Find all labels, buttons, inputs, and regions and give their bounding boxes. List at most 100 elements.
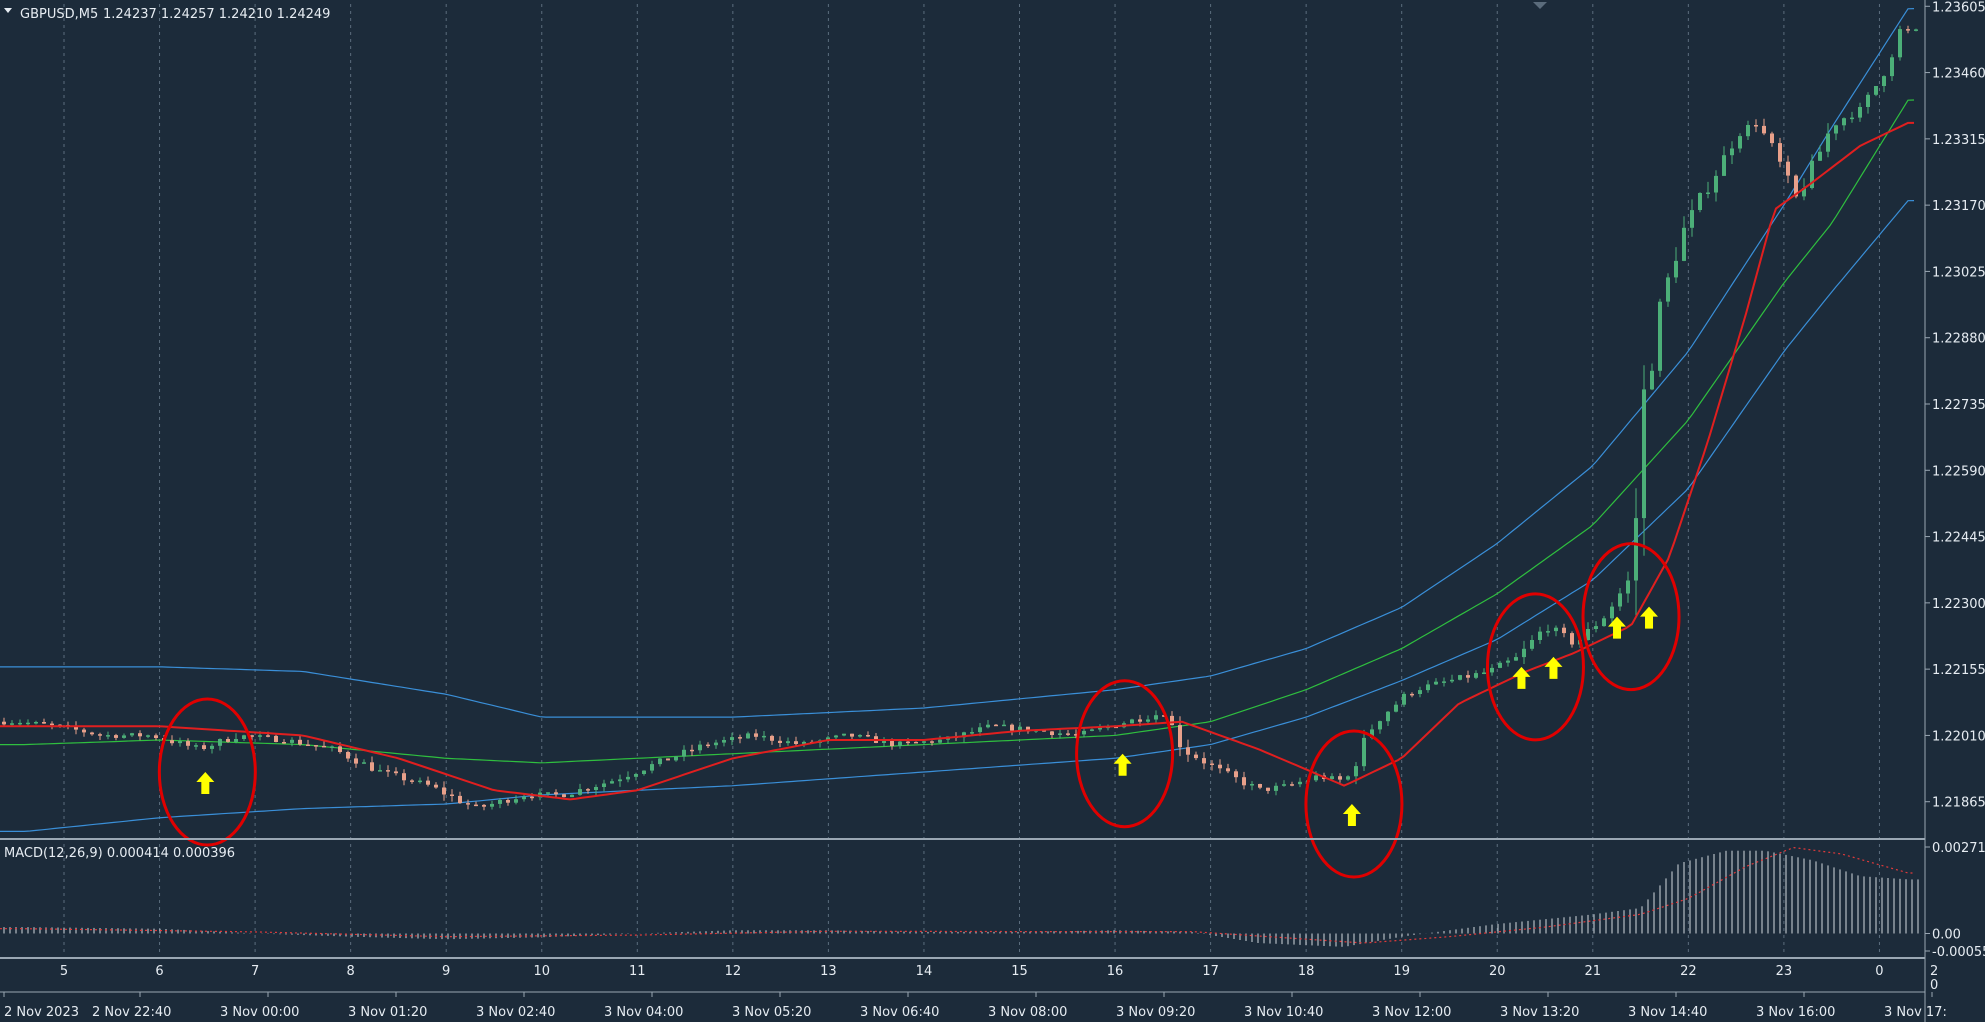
bear-candle — [1066, 733, 1070, 735]
time-tick-label: 3 Nov 02:40 — [476, 1005, 555, 1020]
upper-envelope-line — [0, 8, 1915, 718]
price-tick-label: 1.23170 — [1932, 199, 1985, 214]
time-tick-label: 3 Nov 14:40 — [1628, 1005, 1707, 1020]
bull-candle — [1098, 727, 1102, 730]
collapse-triangle-icon[interactable] — [4, 8, 12, 13]
bear-candle — [98, 734, 102, 736]
signal-circle — [1581, 542, 1681, 692]
bull-candle — [1274, 785, 1278, 791]
hour-tick-label: 18 — [1298, 964, 1315, 979]
bull-candle — [1546, 631, 1550, 633]
bull-candle — [1426, 684, 1430, 691]
bull-candle — [546, 792, 550, 794]
bull-candle — [1474, 673, 1478, 678]
bull-candle — [1882, 76, 1886, 86]
bull-candle — [898, 741, 902, 746]
bull-candle — [1682, 227, 1686, 261]
bear-candle — [186, 741, 190, 746]
bear-candle — [322, 745, 326, 748]
bear-candle — [1258, 784, 1262, 788]
bull-candle — [1146, 719, 1150, 722]
bull-candle — [1642, 389, 1646, 519]
bear-candle — [690, 749, 694, 752]
bear-candle — [434, 784, 438, 788]
hour-tick-label: 13 — [820, 964, 837, 979]
bear-candle — [1234, 771, 1238, 778]
hour-tick-label: 8 — [347, 964, 355, 979]
up-arrow-icon — [1640, 606, 1659, 629]
bull-candle — [1730, 148, 1734, 156]
bear-candle — [1410, 693, 1414, 696]
bear-candle — [1202, 758, 1206, 764]
bear-candle — [1210, 763, 1214, 765]
bull-candle — [418, 780, 422, 783]
bull-candle — [1554, 627, 1558, 632]
bull-candle — [618, 779, 622, 782]
up-arrow-icon — [196, 772, 215, 794]
bear-candle — [994, 724, 998, 727]
bear-candle — [170, 740, 174, 744]
signal-markers — [157, 542, 1681, 879]
bear-candle — [1226, 768, 1230, 772]
bear-candle — [250, 735, 254, 737]
shift-marker-icon[interactable] — [1533, 2, 1547, 9]
bear-candle — [770, 735, 774, 741]
bear-candle — [794, 741, 798, 744]
bear-candle — [706, 744, 710, 747]
bull-candle — [194, 745, 198, 747]
bull-candle — [1626, 580, 1630, 594]
hour-tick-label: 19 — [1393, 964, 1410, 979]
bear-candle — [114, 735, 118, 738]
time-tick-label: 3 Nov 06:40 — [860, 1005, 939, 1020]
macd-tick-label: -0.00055 — [1932, 945, 1985, 960]
bull-candle — [1658, 301, 1662, 371]
bull-candle — [698, 744, 702, 751]
bear-candle — [354, 758, 358, 764]
bull-candle — [882, 740, 886, 743]
bull-candle — [1746, 125, 1750, 137]
bear-candle — [42, 722, 46, 724]
bull-candle — [1818, 151, 1822, 161]
price-tick-label: 1.21865 — [1932, 796, 1985, 811]
bear-candle — [2, 721, 6, 725]
bear-candle — [1338, 776, 1342, 780]
bull-candle — [34, 722, 38, 724]
bull-candle — [802, 741, 806, 744]
bull-candle — [626, 776, 630, 780]
up-arrow-icon — [1512, 666, 1531, 689]
time-tick-label: 3 Nov 04:00 — [604, 1005, 683, 1020]
bull-candle — [210, 745, 214, 749]
bull-candle — [1674, 260, 1678, 278]
bull-candle — [1530, 640, 1534, 649]
bull-candle — [1442, 681, 1446, 683]
up-arrow-icon — [1342, 804, 1361, 826]
bear-candle — [450, 794, 454, 796]
bull-candle — [1594, 626, 1598, 629]
bear-candle — [562, 794, 566, 798]
bear-candle — [474, 804, 478, 807]
bear-candle — [1186, 747, 1190, 755]
bull-candle — [1858, 107, 1862, 118]
bear-candle — [466, 803, 470, 805]
bull-candle — [842, 733, 846, 736]
bear-candle — [282, 742, 286, 744]
green-ma-line — [0, 99, 1915, 764]
bull-candle — [722, 740, 726, 743]
bull-candle — [1714, 175, 1718, 193]
bull-candle — [10, 723, 14, 725]
bear-candle — [1042, 730, 1046, 732]
hour-tick-label: 21 — [1585, 964, 1602, 979]
bull-candle — [1506, 660, 1510, 663]
hour-tick-label: 11 — [629, 964, 646, 979]
bear-candle — [1762, 125, 1766, 134]
bear-candle — [346, 752, 350, 759]
bull-candle — [1866, 94, 1870, 107]
bull-candle — [1418, 690, 1422, 694]
time-tick-label: 3 Nov 13:20 — [1500, 1005, 1579, 1020]
bull-candle — [1538, 631, 1542, 640]
indicator-lines — [0, 8, 1915, 833]
hour-tick-label: 6 — [155, 964, 163, 979]
